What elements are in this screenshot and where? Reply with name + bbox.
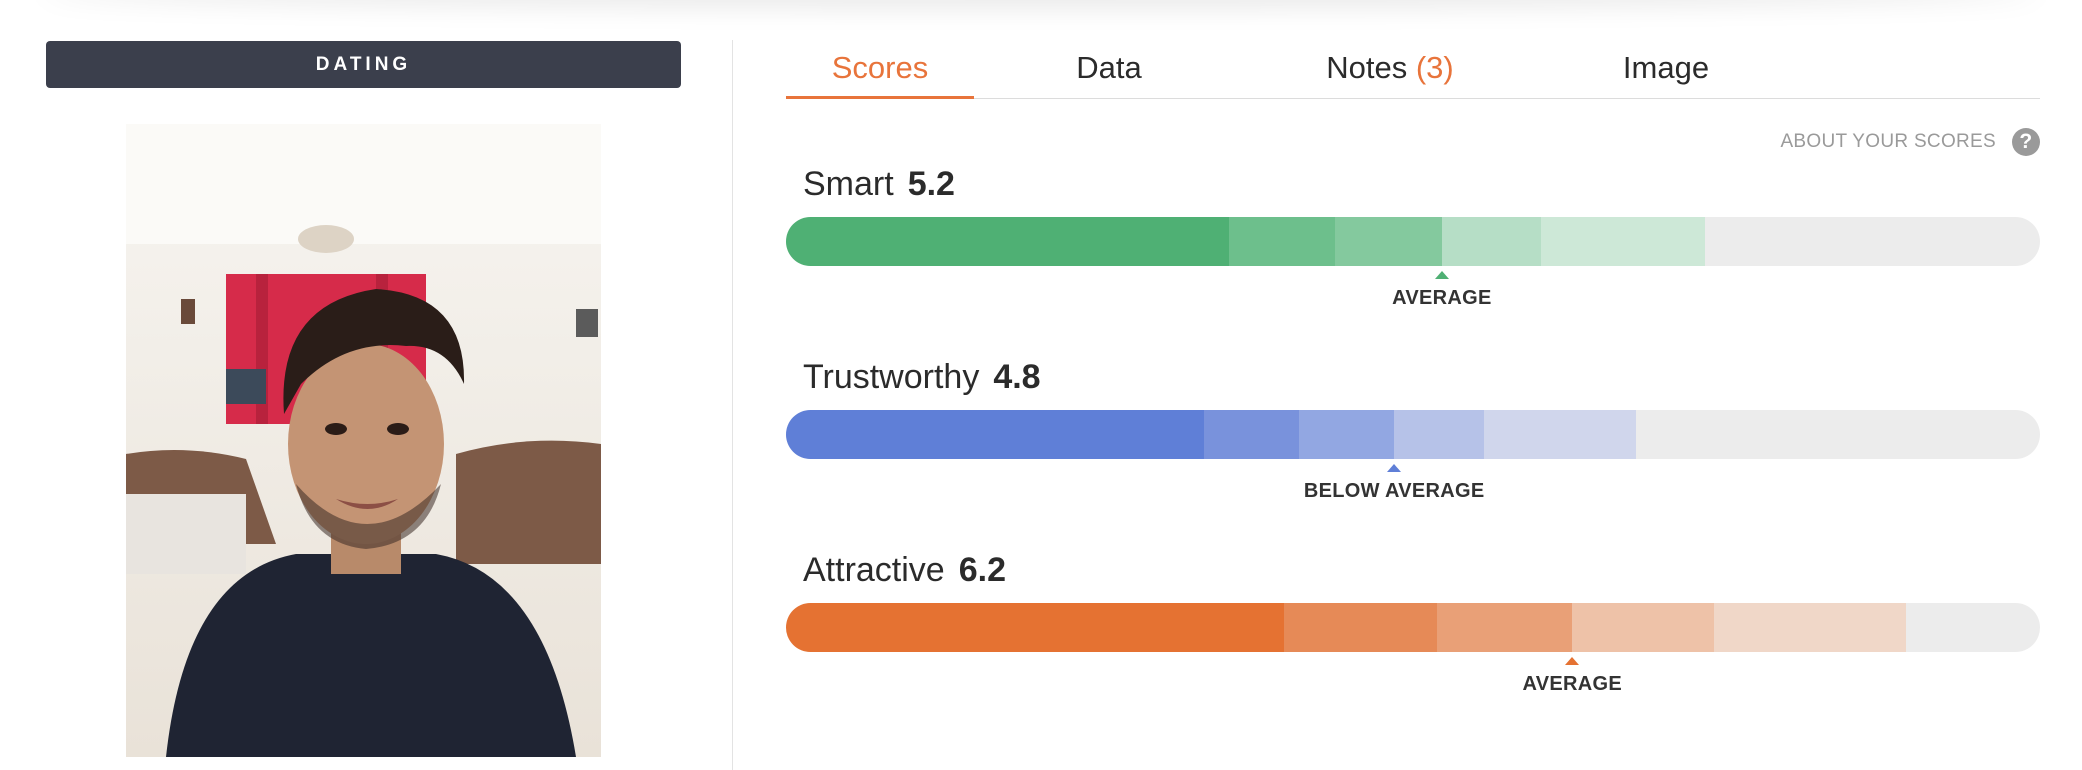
score-label: Smart	[803, 165, 894, 203]
column-divider	[732, 40, 733, 770]
score-label: Trustworthy	[803, 358, 980, 396]
score-rating: AVERAGE	[1392, 287, 1492, 309]
tab-notes-count: (3)	[1415, 50, 1454, 85]
score-bar-segment	[786, 217, 1229, 266]
score-bar-segment	[1540, 217, 1706, 266]
tab-data[interactable]: Data	[1049, 50, 1169, 96]
profile-photo-illustration	[126, 124, 601, 757]
score-row-attractive: Attractive 6.2 AVERAGE	[786, 551, 2040, 695]
score-bar-segment	[786, 410, 1204, 459]
average-marker-icon	[1387, 464, 1402, 472]
profile-photo[interactable]	[126, 124, 601, 757]
score-row-trustworthy: Trustworthy 4.8 BELOW AVERAGE	[786, 358, 2040, 502]
score-rating: AVERAGE	[1522, 673, 1623, 695]
tab-notes-label: Notes	[1326, 50, 1408, 85]
score-bar-segment	[1484, 410, 1637, 459]
average-marker-icon	[1434, 271, 1449, 279]
tab-notes[interactable]: Notes (3)	[1310, 50, 1470, 96]
score-bar	[786, 217, 2040, 266]
score-bar	[786, 603, 2040, 652]
score-title: Attractive 6.2	[803, 551, 1006, 590]
score-value: 5.2	[907, 165, 955, 203]
tab-image-label: Image	[1622, 50, 1710, 85]
score-title: Smart 5.2	[803, 165, 955, 204]
tab-data-label: Data	[1076, 50, 1142, 85]
score-value: 6.2	[958, 551, 1006, 589]
active-tab-indicator	[786, 96, 974, 99]
category-banner: DATING	[46, 41, 681, 88]
tab-image[interactable]: Image	[1601, 50, 1731, 96]
score-title: Trustworthy 4.8	[803, 358, 1041, 397]
help-icon: ?	[2012, 128, 2040, 156]
score-row-smart: Smart 5.2 AVERAGE	[786, 165, 2040, 309]
score-value: 4.8	[993, 358, 1041, 396]
score-label: Attractive	[803, 551, 945, 589]
score-rating: BELOW AVERAGE	[1303, 480, 1485, 502]
tab-scores-label: Scores	[831, 50, 929, 85]
score-bar-segment	[1394, 410, 1485, 459]
tab-scores[interactable]: Scores	[786, 50, 974, 96]
score-bar-segment	[1335, 217, 1442, 266]
score-bar-segment	[1283, 603, 1437, 652]
score-bar-segment	[1441, 217, 1541, 266]
tab-bar: Scores Data Notes (3) Image	[786, 40, 2040, 99]
average-marker-icon	[1565, 657, 1580, 665]
about-scores-link[interactable]: ABOUT YOUR SCORES ?	[1780, 128, 2040, 156]
score-bar	[786, 410, 2040, 459]
score-bar-segment	[1298, 410, 1395, 459]
score-bar-segment	[786, 603, 1284, 652]
score-bar-segment	[1572, 603, 1714, 652]
score-bar-segment	[1228, 217, 1336, 266]
score-bar-segment	[1713, 603, 1906, 652]
score-bar-segment	[1203, 410, 1299, 459]
about-scores-label: ABOUT YOUR SCORES	[1780, 131, 1996, 152]
score-bar-segment	[1436, 603, 1573, 652]
